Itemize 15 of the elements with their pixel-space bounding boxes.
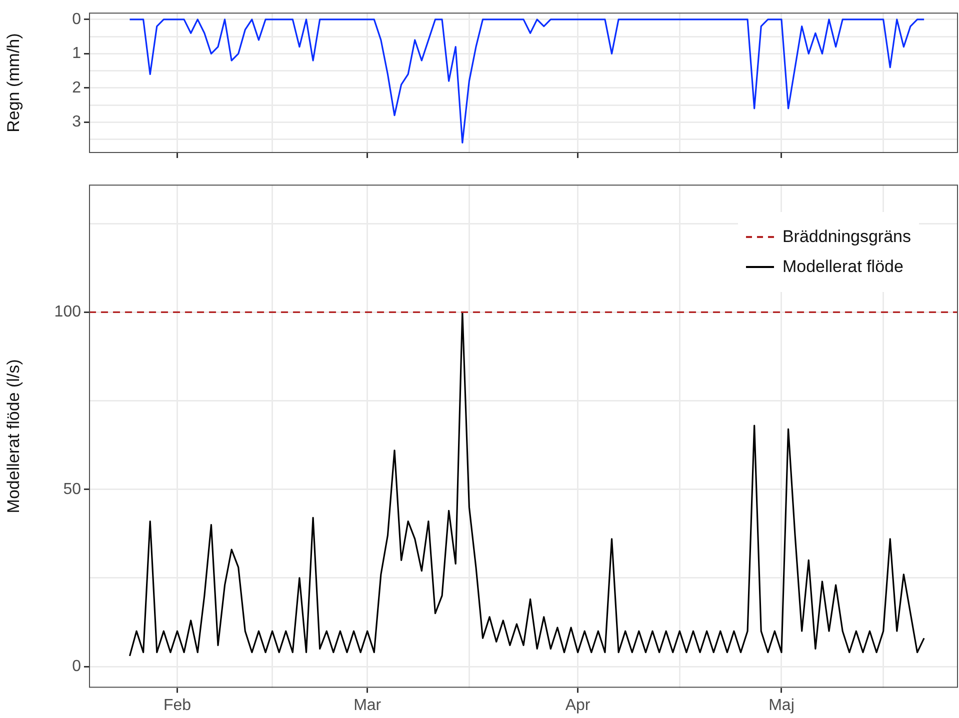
y-tick-label: 0 <box>72 658 82 675</box>
x-tick-label: Mar <box>354 696 382 714</box>
y-axis-title: Regn (mm/h) <box>4 33 23 132</box>
x-tick-label: Maj <box>768 696 794 714</box>
legend-label: Bräddningsgräns <box>782 226 911 248</box>
y-tick-label: 50 <box>63 480 82 498</box>
y-axis-title: Modellerat flöde (l/s) <box>4 359 23 514</box>
y-tick-label: 3 <box>72 114 82 131</box>
y-tick-label: 2 <box>72 79 82 96</box>
legend-label: Modellerat flöde <box>782 256 904 278</box>
y-tick-label: 0 <box>72 10 82 28</box>
y-tick-label: 100 <box>54 304 82 321</box>
x-tick-label: Apr <box>565 696 591 714</box>
y-tick-label: 1 <box>72 45 82 62</box>
x-tick-label: Feb <box>163 696 192 714</box>
